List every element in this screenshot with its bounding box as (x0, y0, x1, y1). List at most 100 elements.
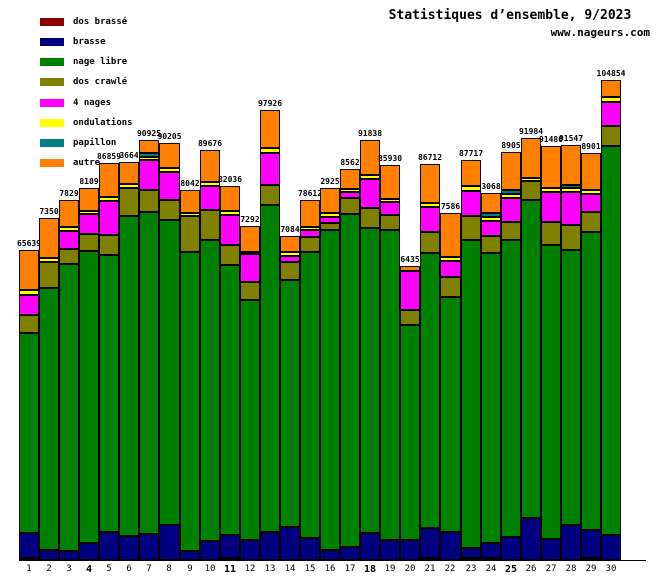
segment-n-day-16 (320, 550, 340, 560)
segment-y-day-16 (320, 213, 340, 217)
segment-n-day-6 (119, 536, 139, 560)
legend-label: dos brassé (73, 17, 128, 27)
segment-o-day-20 (400, 266, 420, 271)
segment-o-day-10 (200, 150, 220, 182)
segment-g-day-9 (180, 252, 200, 551)
segment-ol-day-12 (240, 282, 260, 300)
segment-n-day-28 (561, 525, 581, 560)
x-axis-label-11: 11 (223, 564, 237, 575)
x-axis-label-18: 18 (363, 564, 377, 575)
segment-n-day-18 (360, 533, 380, 560)
segment-t-day-7 (139, 153, 159, 157)
bar-value-label-day-14: 7084 (280, 225, 300, 234)
segment-m-day-29 (581, 194, 601, 212)
segment-g-day-24 (481, 253, 501, 543)
legend-label: 4 nages (73, 98, 111, 108)
segment-m-day-8 (159, 172, 180, 200)
segment-m-day-24 (481, 221, 501, 236)
segment-o-day-8 (159, 143, 180, 168)
segment-ol-day-17 (340, 198, 360, 214)
segment-ol-day-4 (79, 234, 99, 251)
segment-y-day-3 (59, 227, 79, 231)
segment-y-day-5 (99, 197, 119, 201)
segment-ol-day-19 (380, 215, 400, 230)
legend-label: autre (73, 158, 101, 168)
x-axis-label-30: 30 (605, 564, 617, 574)
segment-n-day-22 (440, 532, 461, 560)
bar-value-label-day-9: 8042 (180, 179, 200, 188)
segment-y-day-2 (39, 258, 59, 262)
legend-swatch-ol-icon (40, 78, 64, 86)
segment-n-day-14 (280, 527, 300, 560)
legend-swatch-g-icon (40, 58, 64, 66)
bar-value-label-day-22: 7586 (440, 202, 461, 211)
segment-n-day-15 (300, 538, 320, 560)
x-axis-label-2: 2 (46, 564, 52, 574)
bar-value-label-day-24: 3068 (481, 182, 501, 191)
segment-o-day-17 (340, 169, 360, 189)
segment-ol-day-13 (260, 185, 280, 205)
bar-value-label-day-19: 85930 (377, 154, 403, 163)
segment-o-day-21 (420, 164, 440, 203)
segment-o-day-25 (501, 152, 521, 190)
segment-ol-day-15 (300, 237, 320, 252)
bar-value-label-day-21: 86712 (417, 153, 443, 162)
segment-g-day-25 (501, 240, 521, 537)
chart-title: Statistiques d’ensemble, 9/2023 (388, 8, 632, 23)
segment-g-day-15 (300, 252, 320, 538)
segment-y-day-4 (79, 211, 99, 214)
segment-y-day-18 (360, 175, 380, 179)
segment-g-day-13 (260, 205, 280, 532)
segment-g-day-7 (139, 212, 159, 534)
segment-y-day-15 (300, 227, 320, 230)
segment-o-day-18 (360, 140, 380, 175)
x-axis-label-28: 28 (565, 564, 577, 574)
segment-o-day-11 (220, 186, 240, 211)
segment-ol-day-1 (19, 315, 39, 333)
segment-y-day-28 (561, 188, 581, 192)
segment-m-day-12 (240, 254, 260, 282)
segment-o-day-22 (440, 213, 461, 257)
segment-n-day-13 (260, 532, 280, 560)
segment-n-day-17 (340, 547, 360, 560)
segment-m-day-16 (320, 217, 340, 223)
segment-ol-day-24 (481, 236, 501, 253)
x-axis-label-24: 24 (485, 564, 497, 574)
x-axis-label-22: 22 (444, 564, 456, 574)
segment-n-day-10 (200, 541, 220, 560)
x-axis-label-17: 17 (344, 564, 356, 574)
x-axis-label-16: 16 (324, 564, 336, 574)
segment-m-day-19 (380, 202, 400, 215)
segment-n-day-29 (581, 530, 601, 558)
x-axis-line (19, 560, 646, 561)
x-axis-label-9: 9 (187, 564, 193, 574)
segment-r-day-23 (461, 558, 481, 560)
legend-label: nage libre (73, 57, 128, 67)
segment-o-day-7 (139, 140, 159, 153)
bar-value-label-day-15: 78612 (297, 189, 323, 198)
segment-y-day-22 (440, 257, 461, 261)
segment-y-day-26 (521, 178, 541, 181)
bar-value-label-day-28: 91547 (558, 134, 584, 143)
segment-ol-day-21 (420, 232, 440, 253)
segment-o-day-29 (581, 153, 601, 190)
segment-y-day-30 (601, 97, 621, 102)
segment-y-day-13 (260, 148, 280, 153)
segment-g-day-1 (19, 333, 39, 533)
bar-value-label-day-2: 7350 (39, 207, 59, 216)
bar-value-label-day-17: 8562 (340, 158, 360, 167)
x-axis-label-12: 12 (244, 564, 256, 574)
segment-m-day-30 (601, 102, 621, 126)
x-axis-label-8: 8 (166, 564, 172, 574)
segment-n-day-30 (601, 535, 621, 560)
segment-ol-day-25 (501, 222, 521, 240)
segment-g-day-27 (541, 245, 561, 539)
segment-r-day-21 (420, 558, 440, 560)
legend-label: ondulations (73, 118, 133, 128)
x-axis-label-20: 20 (404, 564, 416, 574)
segment-g-day-16 (320, 230, 340, 550)
x-axis-label-21: 21 (424, 564, 436, 574)
segment-m-day-7 (139, 160, 159, 190)
x-axis-label-13: 13 (264, 564, 276, 574)
segment-ol-day-30 (601, 126, 621, 146)
